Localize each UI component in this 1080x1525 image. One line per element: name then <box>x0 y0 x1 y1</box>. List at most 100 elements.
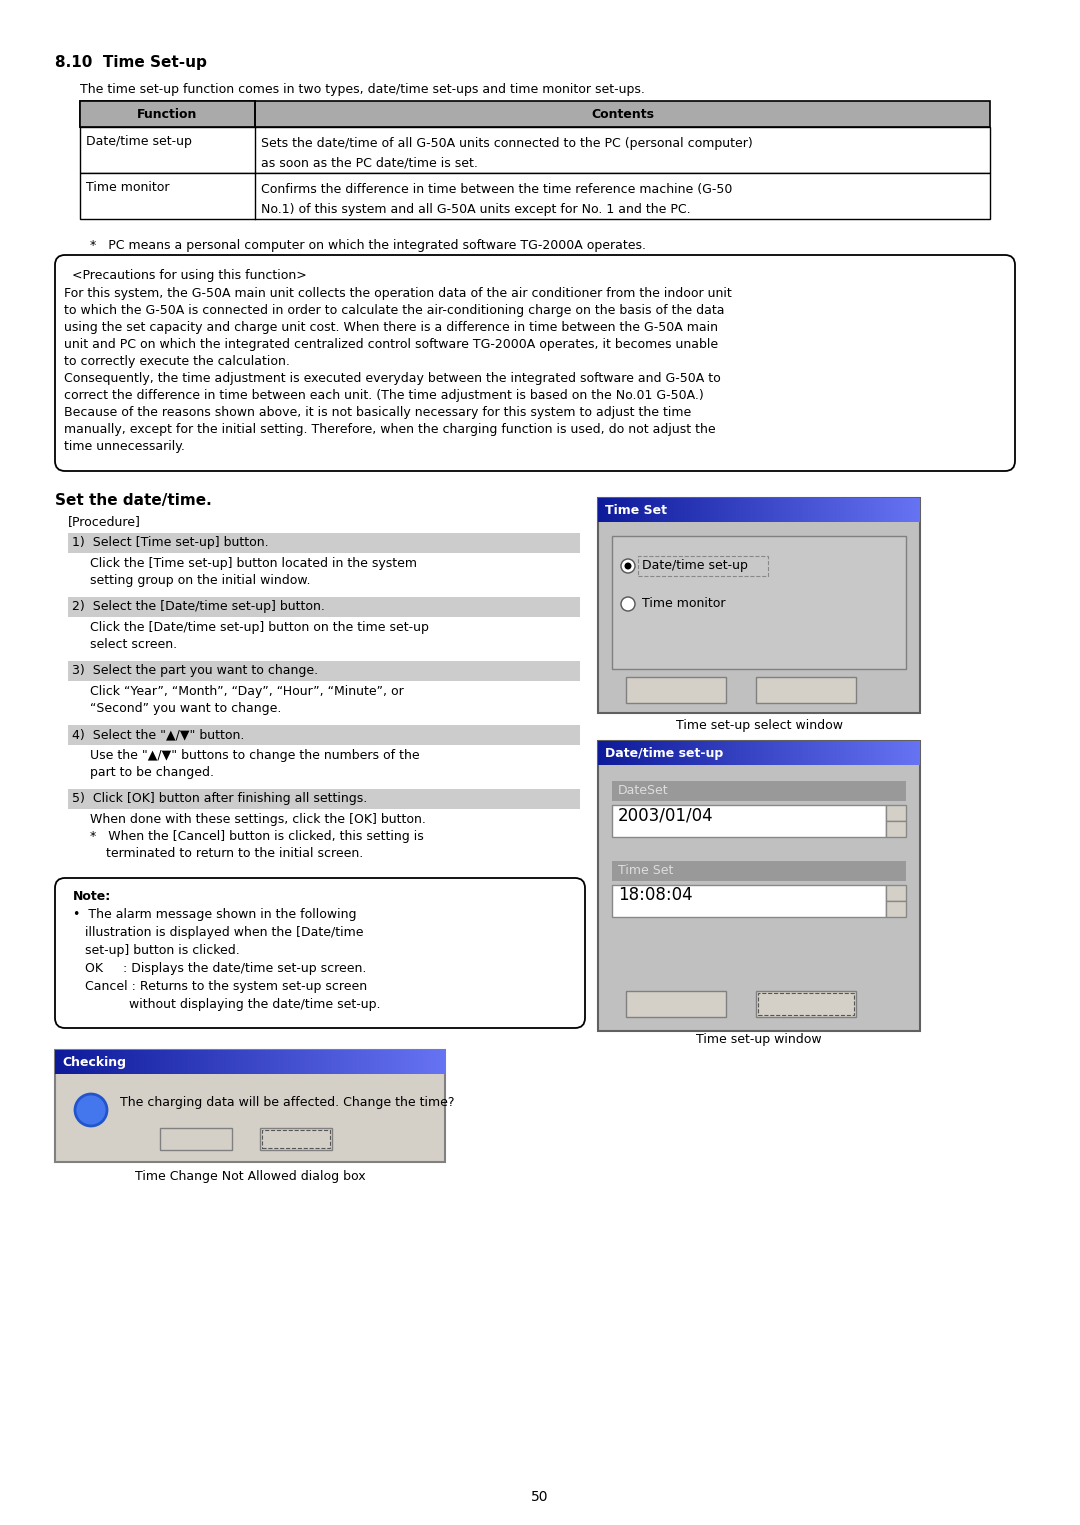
Text: Checking: Checking <box>62 1055 126 1069</box>
Text: Cancel : Returns to the system set-up screen: Cancel : Returns to the system set-up sc… <box>73 981 367 993</box>
Text: set-up] button is clicked.: set-up] button is clicked. <box>73 944 240 958</box>
Text: illustration is displayed when the [Date/time: illustration is displayed when the [Date… <box>73 926 364 939</box>
Text: The time set-up function comes in two types, date/time set-ups and time monitor : The time set-up function comes in two ty… <box>80 82 645 96</box>
Text: Time set-up window: Time set-up window <box>697 1032 822 1046</box>
Bar <box>886 901 906 917</box>
Bar <box>68 724 580 746</box>
Text: For this system, the G-50A main unit collects the operation data of the air cond: For this system, the G-50A main unit col… <box>64 287 732 300</box>
Text: [Procedure]: [Procedure] <box>68 515 140 528</box>
Text: Click the [Date/time set-up] button on the time set-up: Click the [Date/time set-up] button on t… <box>90 621 429 634</box>
Text: Time Change Not Allowed dialog box: Time Change Not Allowed dialog box <box>135 1170 365 1183</box>
Text: using the set capacity and charge unit cost. When there is a difference in time : using the set capacity and charge unit c… <box>64 320 718 334</box>
Text: to which the G-50A is connected in order to calculate the air-conditioning charg: to which the G-50A is connected in order… <box>64 303 725 317</box>
Text: correct the difference in time between each unit. (The time adjustment is based : correct the difference in time between e… <box>64 389 704 403</box>
Text: Function: Function <box>137 107 198 120</box>
Bar <box>68 660 580 682</box>
FancyBboxPatch shape <box>55 255 1015 471</box>
Text: Date/time set-up: Date/time set-up <box>642 560 747 572</box>
Text: 18:08:04: 18:08:04 <box>618 886 692 904</box>
Text: terminated to return to the initial screen.: terminated to return to the initial scre… <box>90 846 363 860</box>
Text: Use the "▲/▼" buttons to change the numbers of the: Use the "▲/▼" buttons to change the numb… <box>90 749 420 762</box>
Text: Time monitor: Time monitor <box>86 181 170 194</box>
Text: 5)  Click [OK] button after finishing all settings.: 5) Click [OK] button after finishing all… <box>72 791 367 805</box>
Text: without displaying the date/time set-up.: without displaying the date/time set-up. <box>73 997 380 1011</box>
Bar <box>626 677 726 703</box>
Text: Confirms the difference in time between the time reference machine (G-50: Confirms the difference in time between … <box>261 183 732 197</box>
Bar <box>160 1128 232 1150</box>
Bar <box>612 535 906 669</box>
Bar <box>886 820 906 837</box>
Bar <box>612 781 906 801</box>
Text: select screen.: select screen. <box>90 637 177 651</box>
Bar <box>598 741 920 1031</box>
Text: as soon as the PC date/time is set.: as soon as the PC date/time is set. <box>261 157 477 169</box>
Bar <box>756 991 856 1017</box>
Text: When done with these settings, click the [OK] button.: When done with these settings, click the… <box>90 813 426 827</box>
Text: Cancel: Cancel <box>785 683 827 697</box>
Text: Time set-up select window: Time set-up select window <box>675 718 842 732</box>
Bar <box>612 884 886 917</box>
Bar <box>886 884 906 901</box>
Text: Because of the reasons shown above, it is not basically necessary for this syste: Because of the reasons shown above, it i… <box>64 406 691 419</box>
Text: OK: OK <box>187 1133 205 1145</box>
Text: <Precautions for using this function>: <Precautions for using this function> <box>72 268 307 282</box>
Bar <box>68 788 580 808</box>
Text: part to be changed.: part to be changed. <box>90 766 214 779</box>
Text: No.1) of this system and all G-50A units except for No. 1 and the PC.: No.1) of this system and all G-50A units… <box>261 203 690 217</box>
Text: Date/time set-up: Date/time set-up <box>86 136 192 148</box>
Text: •  The alarm message shown in the following: • The alarm message shown in the followi… <box>73 907 356 921</box>
Text: time unnecessarily.: time unnecessarily. <box>64 441 185 453</box>
Text: ▼: ▼ <box>893 824 900 833</box>
Text: ▼: ▼ <box>893 903 900 912</box>
Text: Cancel: Cancel <box>274 1133 318 1145</box>
Text: Time monitor: Time monitor <box>642 596 726 610</box>
Text: ▲: ▲ <box>893 888 900 897</box>
Circle shape <box>75 1093 107 1125</box>
Text: to correctly execute the calculation.: to correctly execute the calculation. <box>64 355 289 368</box>
Text: setting group on the initial window.: setting group on the initial window. <box>90 573 311 587</box>
Bar <box>886 805 906 820</box>
Bar <box>598 499 920 714</box>
Text: 50: 50 <box>531 1490 549 1504</box>
Text: 8.10  Time Set-up: 8.10 Time Set-up <box>55 55 207 70</box>
Text: OK     : Displays the date/time set-up screen.: OK : Displays the date/time set-up scree… <box>73 962 366 974</box>
Text: Sets the date/time of all G-50A units connected to the PC (personal computer): Sets the date/time of all G-50A units co… <box>261 137 753 149</box>
Bar <box>55 1051 445 1162</box>
Text: Cancel: Cancel <box>785 997 827 1011</box>
Text: Set the date/time.: Set the date/time. <box>55 493 212 508</box>
Text: Date/time set-up: Date/time set-up <box>605 747 724 759</box>
Bar <box>80 101 990 127</box>
Bar <box>756 677 856 703</box>
Text: 2003/01/04: 2003/01/04 <box>618 807 714 824</box>
Text: 3)  Select the part you want to change.: 3) Select the part you want to change. <box>72 663 319 677</box>
Bar <box>260 1128 332 1150</box>
Text: 4)  Select the "▲/▼" button.: 4) Select the "▲/▼" button. <box>72 727 244 741</box>
Text: *   When the [Cancel] button is clicked, this setting is: * When the [Cancel] button is clicked, t… <box>90 830 423 843</box>
Bar <box>68 534 580 554</box>
Bar <box>612 862 906 881</box>
FancyBboxPatch shape <box>55 878 585 1028</box>
Text: manually, except for the initial setting. Therefore, when the charging function : manually, except for the initial setting… <box>64 422 716 436</box>
Circle shape <box>624 563 632 569</box>
Bar <box>80 101 255 127</box>
Text: unit and PC on which the integrated centralized control software TG-2000A operat: unit and PC on which the integrated cent… <box>64 339 718 351</box>
Text: OK: OK <box>667 997 685 1011</box>
Bar <box>80 172 990 220</box>
Text: Time Set: Time Set <box>618 865 673 877</box>
Text: Note:: Note: <box>73 891 111 903</box>
Text: Consequently, the time adjustment is executed everyday between the integrated so: Consequently, the time adjustment is exe… <box>64 372 720 384</box>
Text: “Second” you want to change.: “Second” you want to change. <box>90 702 282 715</box>
Circle shape <box>621 560 635 573</box>
Text: OK: OK <box>667 683 685 697</box>
Text: Contents: Contents <box>591 107 654 120</box>
Circle shape <box>621 596 635 612</box>
Bar <box>80 127 990 172</box>
Text: i: i <box>87 1104 94 1122</box>
Text: 2)  Select the [Date/time set-up] button.: 2) Select the [Date/time set-up] button. <box>72 599 325 613</box>
Bar <box>612 805 886 837</box>
Text: 1)  Select [Time set-up] button.: 1) Select [Time set-up] button. <box>72 535 269 549</box>
Text: Click “Year”, “Month”, “Day”, “Hour”, “Minute”, or: Click “Year”, “Month”, “Day”, “Hour”, “M… <box>90 685 404 698</box>
Bar <box>626 991 726 1017</box>
Text: Time Set: Time Set <box>605 503 667 517</box>
Text: *   PC means a personal computer on which the integrated software TG-2000A opera: * PC means a personal computer on which … <box>90 239 646 252</box>
